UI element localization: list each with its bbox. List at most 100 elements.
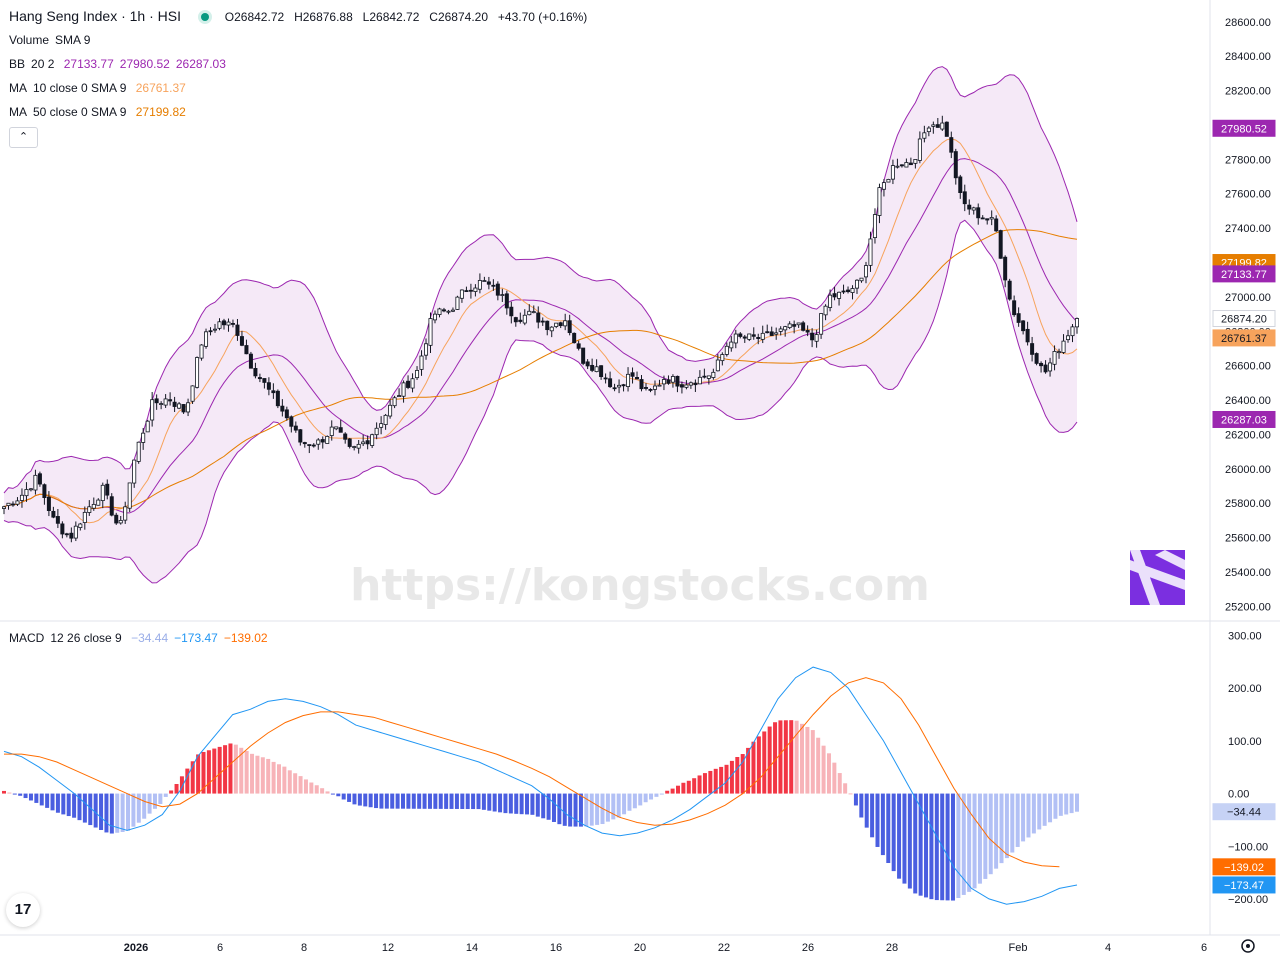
candle-body xyxy=(958,176,963,193)
candle-body xyxy=(186,402,191,413)
candle-body xyxy=(374,427,379,436)
macd-hist-bar xyxy=(794,720,799,794)
candle-body xyxy=(127,482,132,509)
macd-hist-bar xyxy=(438,793,443,809)
candle-body xyxy=(989,217,994,220)
macd-hist-bar xyxy=(848,793,853,795)
candle-body xyxy=(841,290,846,293)
macd-hist-bar xyxy=(654,793,659,797)
price-tag: 26287.03 xyxy=(1221,414,1267,426)
volume-label: Volume xyxy=(9,33,50,47)
candle-body xyxy=(886,179,891,183)
candle-body xyxy=(540,320,545,323)
macd-hist-bar xyxy=(816,737,821,794)
price-tick-label: 25800.00 xyxy=(1225,498,1271,510)
volume-legend[interactable]: Volume SMA 9 xyxy=(9,32,96,48)
macd-hist-bar xyxy=(913,793,918,894)
macd-tag: −34.44 xyxy=(1227,807,1261,819)
gear-icon xyxy=(1241,939,1255,953)
tradingview-logo-icon[interactable]: 17 xyxy=(6,893,40,927)
price-tick-label: 27600.00 xyxy=(1225,189,1271,201)
ma50-legend[interactable]: MA 50 close 0 SMA 9 27199.82 xyxy=(9,104,192,120)
macd-hist-bar xyxy=(136,793,141,823)
candle-body xyxy=(967,204,972,210)
macd-hist-bar xyxy=(12,793,17,795)
candle-body xyxy=(383,414,388,425)
macd-hist-bar xyxy=(853,793,858,806)
macd-hist-bar xyxy=(298,776,303,794)
macd-hist-bar xyxy=(508,793,513,814)
macd-hist-bar xyxy=(476,793,481,810)
price-tick-label: 25400.00 xyxy=(1225,567,1271,579)
bb-lower-line xyxy=(3,219,1078,584)
macd-hist-bar xyxy=(638,793,643,806)
macd-hist-bar xyxy=(740,754,745,794)
macd-hist-bar xyxy=(503,793,508,814)
candle-body xyxy=(172,401,177,407)
candle-body xyxy=(545,320,550,331)
candle-body xyxy=(980,217,985,220)
ma10-legend[interactable]: MA 10 close 0 SMA 9 26761.37 xyxy=(9,80,192,96)
macd-hist-bar xyxy=(498,793,503,813)
macd-hist-bar xyxy=(50,793,55,811)
candle-body xyxy=(284,409,289,419)
candle-body xyxy=(657,384,662,387)
symbol-title[interactable]: Hang Seng Index · 1h · HSI xyxy=(9,8,181,24)
macd-hist-bar xyxy=(99,793,104,830)
candle-body xyxy=(280,405,285,412)
time-tick-label: 16 xyxy=(550,942,562,954)
macd-hist-bar xyxy=(643,793,648,803)
candle-body xyxy=(527,310,532,316)
candle-body xyxy=(513,317,518,323)
candle-body xyxy=(316,439,321,445)
bb-legend[interactable]: BB 20 2 27133.77 27980.52 26287.03 xyxy=(9,56,232,72)
candle-body xyxy=(846,289,851,293)
macd-hist-bar xyxy=(977,793,982,884)
candle-body xyxy=(208,330,213,333)
candle-body xyxy=(549,326,554,332)
collapse-legend-button[interactable]: ⌃ xyxy=(9,127,38,148)
candle-body xyxy=(109,496,114,516)
candle-body xyxy=(899,164,904,167)
candle-body xyxy=(756,337,761,339)
price-tag-bg xyxy=(1212,410,1276,428)
candle-body xyxy=(352,446,357,448)
candle-body xyxy=(356,443,361,449)
candle-body xyxy=(114,514,119,524)
price-tag-bg xyxy=(1212,265,1276,283)
macd-hist-bar xyxy=(260,757,265,794)
macd-hist-bar xyxy=(1004,793,1009,859)
price-tag: 26761.37 xyxy=(1221,333,1267,345)
macd-hist-bar xyxy=(314,785,319,794)
candle-body xyxy=(100,484,105,501)
candle-body xyxy=(96,499,101,506)
candle-body xyxy=(2,506,7,509)
candle-body xyxy=(931,124,936,127)
price-tick-label: 26000.00 xyxy=(1225,464,1271,476)
macd-hist-bar xyxy=(185,768,190,794)
macd-hist-bar xyxy=(821,745,826,794)
macd-hist-bar xyxy=(1048,793,1053,823)
macd-hist-bar xyxy=(578,793,583,827)
candle-body xyxy=(19,494,24,501)
candle-body xyxy=(477,280,482,290)
candle-body xyxy=(1039,362,1044,367)
macd-hist-bar xyxy=(206,750,211,794)
macd-line xyxy=(3,666,1078,905)
macd-legend[interactable]: MACD 12 26 close 9 −34.44 −173.47 −139.02 xyxy=(9,630,274,646)
candle-body xyxy=(518,319,523,322)
macd-hist-bar xyxy=(826,753,831,794)
candle-body xyxy=(221,320,226,326)
macd-hist-bar xyxy=(665,790,670,794)
macd-hist-bar xyxy=(271,761,276,794)
candle-body xyxy=(715,359,720,372)
ma50-line xyxy=(3,229,1078,510)
candle-body xyxy=(635,377,640,380)
candle-body xyxy=(410,378,415,389)
macd-hist-bar xyxy=(1015,793,1020,847)
candle-body xyxy=(415,370,420,379)
candle-body xyxy=(976,207,981,219)
macd-hist-bar xyxy=(832,762,837,794)
macd-hist-bar xyxy=(967,793,972,892)
